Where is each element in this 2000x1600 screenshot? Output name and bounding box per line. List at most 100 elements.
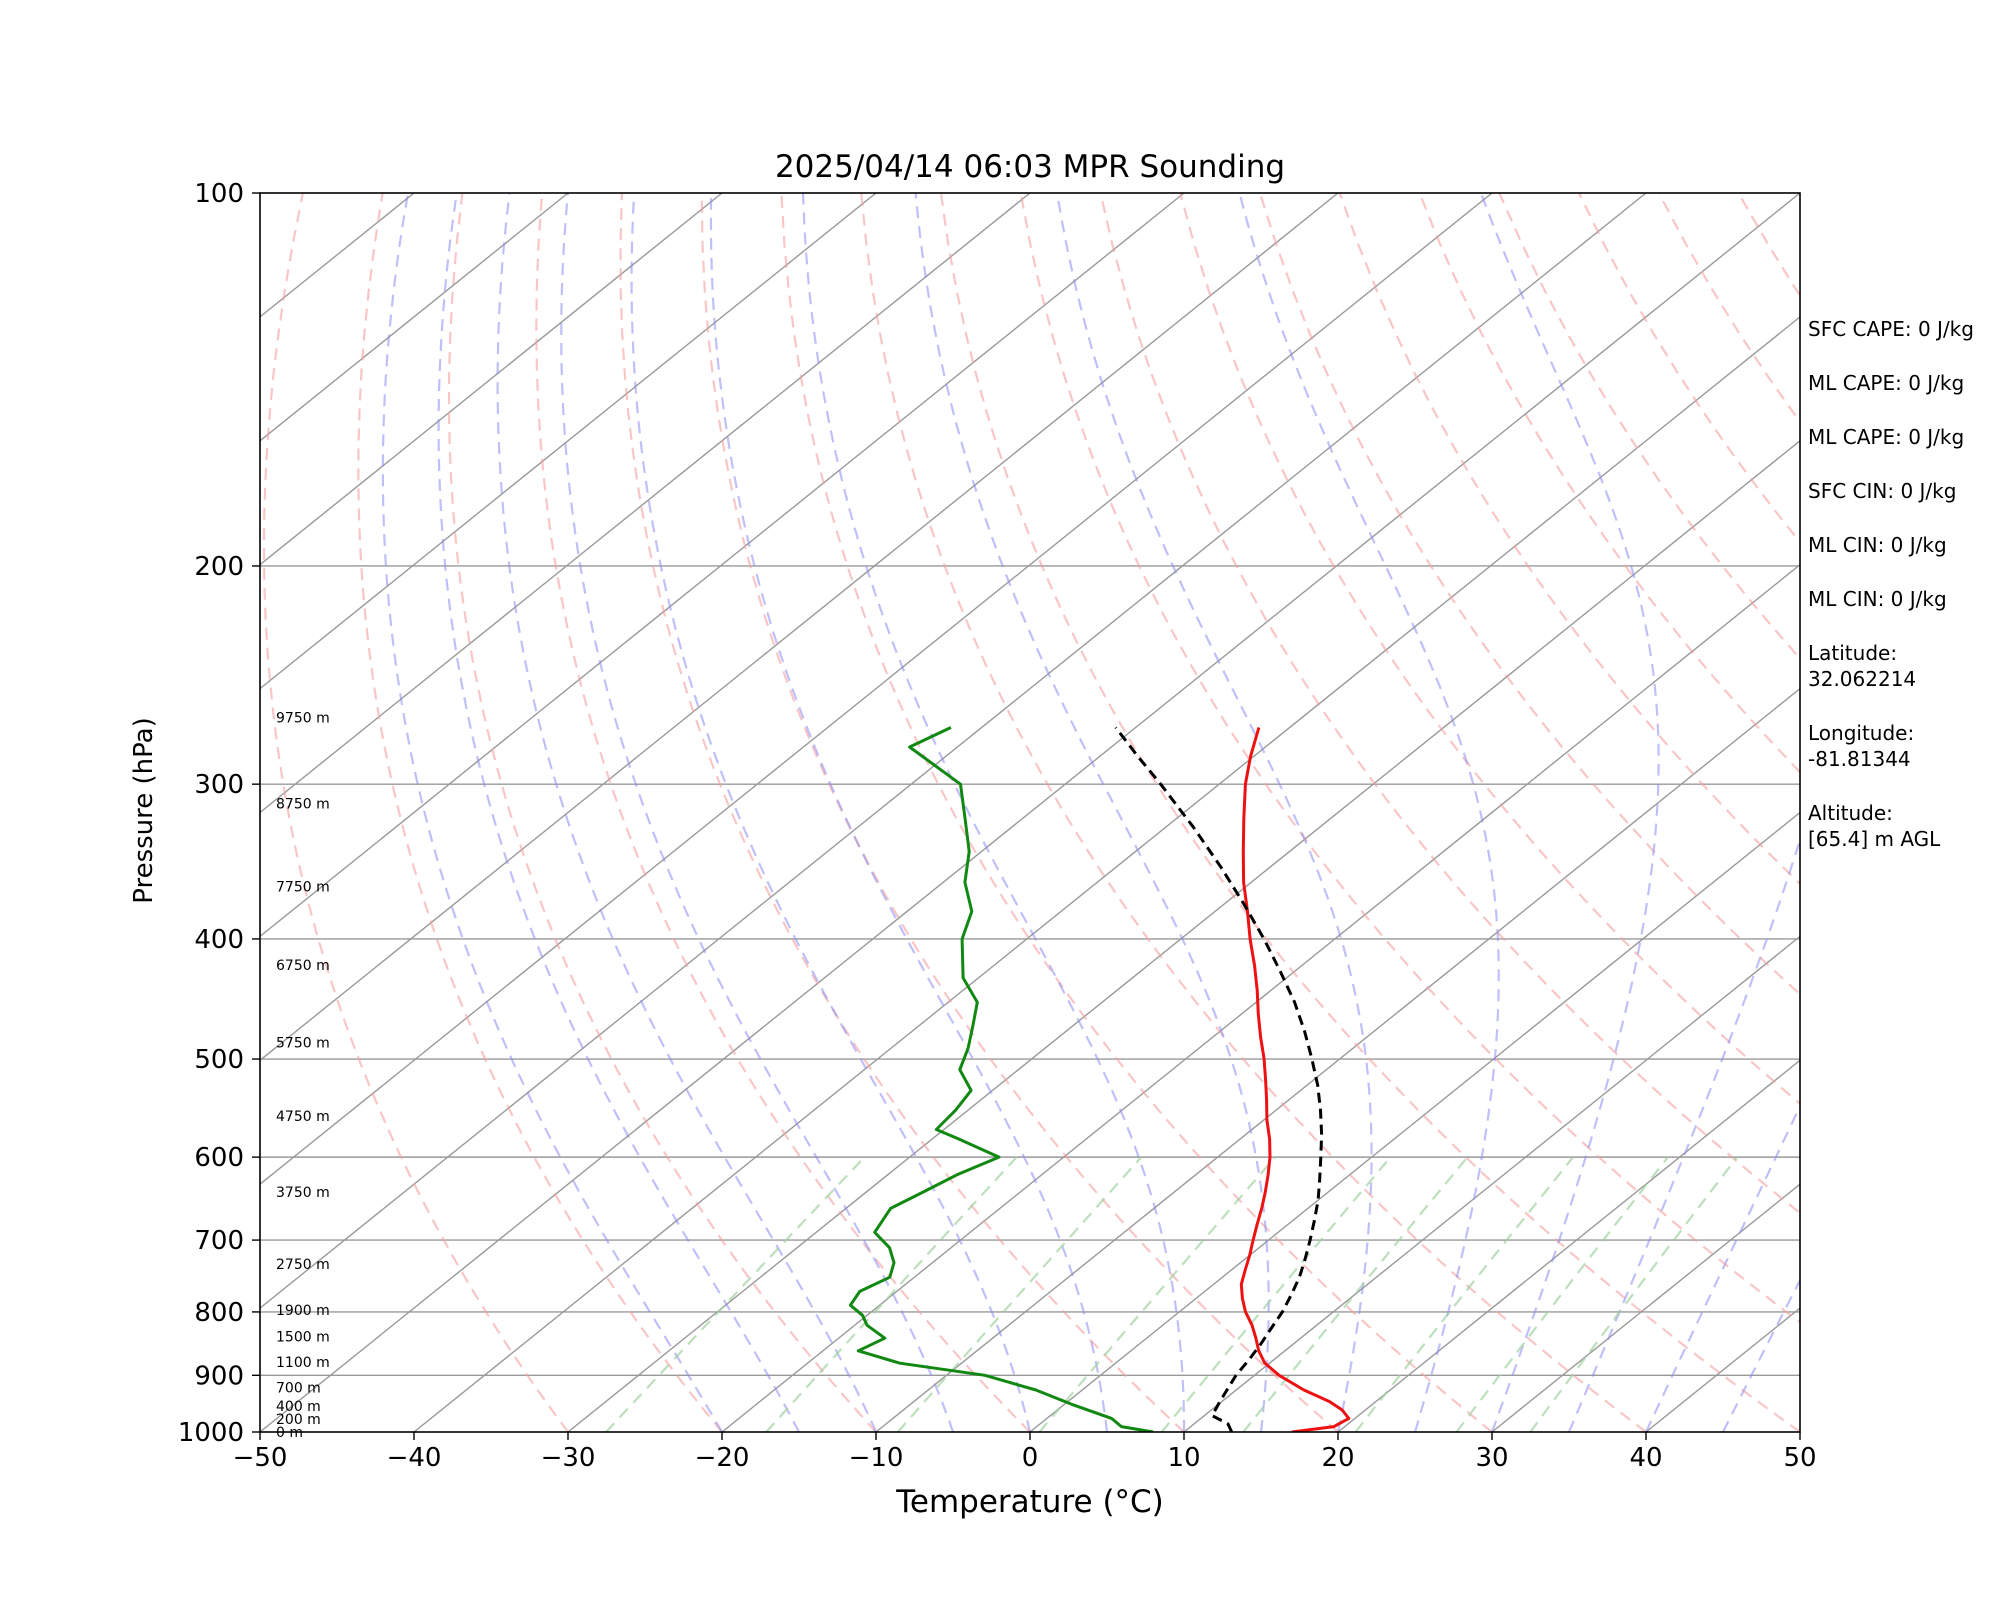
isotherm-line <box>260 193 723 566</box>
isotherm-line <box>260 193 877 690</box>
sounding-index-item: Latitude: 32.062214 <box>1808 640 1998 692</box>
height-label: 0 m <box>276 1425 303 1441</box>
x-axis-label: Temperature (°C) <box>895 1484 1164 1520</box>
dry-adiabat-line <box>860 193 1647 1432</box>
y-tick-label: 600 <box>194 1143 244 1173</box>
dry-adiabat-line <box>780 193 1493 1432</box>
dry-adiabat-line <box>1019 193 1800 1324</box>
dry-adiabat-line <box>939 193 1800 1432</box>
y-tick-label: 400 <box>194 925 244 955</box>
moist-adiabat-line <box>1056 193 1373 1432</box>
sounding-index-value: [65.4] m AGL <box>1808 827 1941 851</box>
sounding-index-item: ML CAPE: 0 J/kg <box>1808 424 1998 450</box>
sounding-index-value: 0 J/kg <box>1901 371 1965 395</box>
x-tick-label: −20 <box>695 1443 750 1473</box>
moist-adiabat-line <box>381 193 723 1432</box>
isotherm-line <box>260 193 1800 1432</box>
sounding-index-item: SFC CAPE: 0 J/kg <box>1808 316 1998 342</box>
temperature-profile-line <box>1239 727 1351 1432</box>
y-tick-label: 700 <box>194 1226 244 1256</box>
isotherm-line <box>1029 811 1800 1432</box>
mixing-ratio-line <box>1242 1156 1469 1432</box>
moist-adiabat-line <box>709 193 1109 1432</box>
moist-adiabat-line <box>1479 193 1660 1432</box>
sounding-index-value: 0 J/kg <box>1884 533 1947 557</box>
dry-adiabat-line <box>357 193 723 1432</box>
isotherm-line <box>1337 1059 1800 1432</box>
sounding-index-item: ML CAPE: 0 J/kg <box>1808 370 1998 396</box>
x-tick-label: 40 <box>1629 1443 1662 1473</box>
sounding-index-label: SFC CAPE: <box>1808 317 1912 341</box>
sounding-index-item: ML CIN: 0 J/kg <box>1808 532 1998 558</box>
sounding-index-value: -81.81344 <box>1808 747 1911 771</box>
height-label: 1500 m <box>276 1329 330 1345</box>
x-tick-label: 10 <box>1167 1443 1200 1473</box>
isotherm-line <box>1491 1183 1800 1432</box>
height-label: 9750 m <box>276 710 330 726</box>
sounding-index-value: 0 J/kg <box>1894 479 1957 503</box>
height-label: 400 m <box>276 1399 321 1415</box>
moist-adiabat-line <box>560 193 955 1432</box>
height-label: 2750 m <box>276 1257 330 1273</box>
isotherm-line <box>260 193 1647 1309</box>
height-label: 4750 m <box>276 1109 330 1125</box>
sounding-index-label: Longitude: <box>1808 721 1915 745</box>
isotherm-line <box>260 193 1185 938</box>
dry-adiabat-line <box>700 193 1339 1432</box>
height-label: 7750 m <box>276 880 330 896</box>
sounding-index-label: ML CAPE: <box>1808 425 1902 449</box>
sounding-index-label: Altitude: <box>1808 801 1893 825</box>
mixing-ratio-line <box>1160 1156 1392 1432</box>
height-label: 1900 m <box>276 1303 330 1319</box>
y-tick-label: 500 <box>194 1045 244 1075</box>
moist-adiabat-line <box>496 193 878 1432</box>
sounding-index-value: 32.062214 <box>1808 667 1917 691</box>
isotherm-line <box>260 193 1031 814</box>
mixing-ratio-line <box>765 1156 1018 1432</box>
mixing-ratio-line <box>1455 1156 1669 1432</box>
isotherm-line <box>875 687 1800 1432</box>
sounding-index-label: SFC CIN: <box>1808 479 1895 503</box>
sounding-indices-panel: SFC CAPE: 0 J/kg ML CAPE: 0 J/kg ML CAPE: … <box>1808 316 1998 880</box>
height-label: 8750 m <box>276 797 330 813</box>
height-label: 1100 m <box>276 1355 330 1371</box>
y-axis-label: Pressure (hPa) <box>129 717 159 904</box>
x-tick-label: 20 <box>1321 1443 1354 1473</box>
y-tick-label: 300 <box>194 770 244 800</box>
y-tick-label: 800 <box>194 1298 244 1328</box>
moist-adiabat-line <box>437 193 800 1432</box>
mixing-ratio-line <box>605 1156 866 1432</box>
parcel-profile-line <box>1114 726 1324 1432</box>
dry-adiabat-line <box>535 193 1031 1432</box>
moist-adiabat-line <box>630 193 1032 1432</box>
sounding-index-value: 0 J/kg <box>1884 587 1947 611</box>
sounding-index-label: Latitude: <box>1808 641 1898 665</box>
height-label: 3750 m <box>276 1185 330 1201</box>
moist-adiabat-line <box>914 193 1270 1432</box>
moist-adiabat-line <box>1238 193 1500 1432</box>
x-tick-label: −30 <box>541 1443 596 1473</box>
x-tick-label: 50 <box>1783 1443 1816 1473</box>
dry-adiabat-line <box>619 193 1185 1432</box>
mixing-ratio-line <box>1354 1156 1574 1432</box>
sounding-index-item: SFC CIN: 0 J/kg <box>1808 478 1998 504</box>
moist-adiabat-line <box>801 193 1186 1432</box>
isotherm-line <box>260 193 569 442</box>
sounding-index-item: Altitude: [65.4] m AGL <box>1808 800 1998 852</box>
height-label: 700 m <box>276 1381 321 1397</box>
mixing-ratio-line <box>1529 1156 1738 1432</box>
height-label: 5750 m <box>276 1036 330 1052</box>
y-tick-label: 200 <box>194 552 244 582</box>
isotherm-line <box>260 193 1339 1062</box>
dry-adiabat-line <box>447 193 877 1432</box>
sounding-index-label: ML CAPE: <box>1808 371 1902 395</box>
sounding-index-label: ML CIN: <box>1808 587 1885 611</box>
x-tick-label: 30 <box>1475 1443 1508 1473</box>
sounding-index-value: 0 J/kg <box>1901 425 1965 449</box>
dry-adiabat-line <box>1099 193 1800 1215</box>
x-tick-label: −40 <box>387 1443 442 1473</box>
mixing-ratio-line <box>1038 1156 1277 1432</box>
sounding-index-label: ML CIN: <box>1808 533 1885 557</box>
y-tick-label: 1000 <box>178 1418 244 1448</box>
